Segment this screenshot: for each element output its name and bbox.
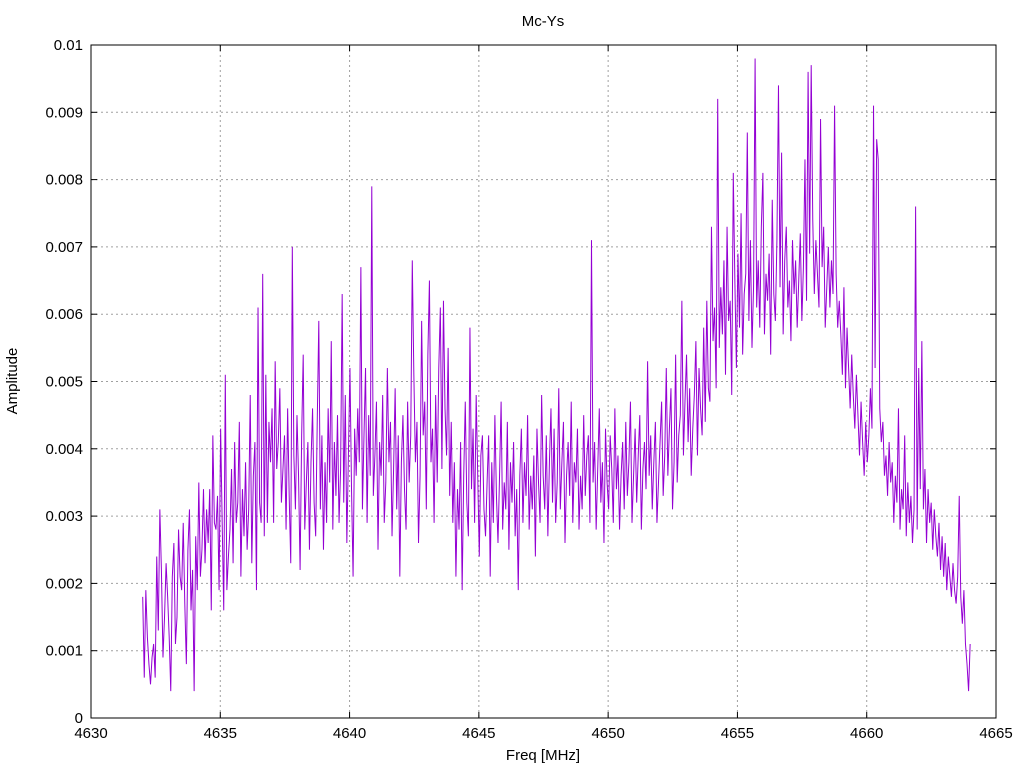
tick-marks <box>90 44 997 719</box>
y-tick-label: 0.002 <box>45 575 83 592</box>
y-tick-labels: 0 0.001 0.002 0.003 0.004 0.005 0.006 0.007 0.00… <box>45 37 83 727</box>
series-line-0 <box>142 58 971 692</box>
x-tick-label: 4660 <box>850 725 883 742</box>
x-tick-label: 4655 <box>721 725 754 742</box>
chart-title: Mc-Ys <box>522 13 565 30</box>
x-tick-label: 4640 <box>333 725 366 742</box>
y-tick-label: 0.003 <box>45 508 83 525</box>
x-tick-label: 4635 <box>204 725 237 742</box>
x-tick-label: 4645 <box>462 725 495 742</box>
y-tick-label: 0.004 <box>45 441 83 458</box>
x-tick-label: 4650 <box>591 725 624 742</box>
y-tick-label: 0.01 <box>54 37 83 54</box>
y-tick-label: 0.005 <box>45 374 83 391</box>
series-layer <box>142 58 971 692</box>
x-tick-labels: 4630 4635 4640 4645 4650 4655 4660 4665 <box>74 725 1012 742</box>
y-tick-label: 0.001 <box>45 643 83 660</box>
y-tick-label: 0.009 <box>45 104 83 121</box>
y-tick-label: 0.006 <box>45 306 83 323</box>
y-tick-label: 0.007 <box>45 239 83 256</box>
x-tick-label: 4630 <box>74 725 107 742</box>
x-tick-label: 4665 <box>979 725 1012 742</box>
y-axis-label: Amplitude <box>4 348 21 415</box>
grid-lines <box>91 45 996 718</box>
y-tick-label: 0 <box>75 710 83 727</box>
y-tick-label: 0.008 <box>45 172 83 189</box>
x-axis-label: Freq [MHz] <box>506 747 580 764</box>
